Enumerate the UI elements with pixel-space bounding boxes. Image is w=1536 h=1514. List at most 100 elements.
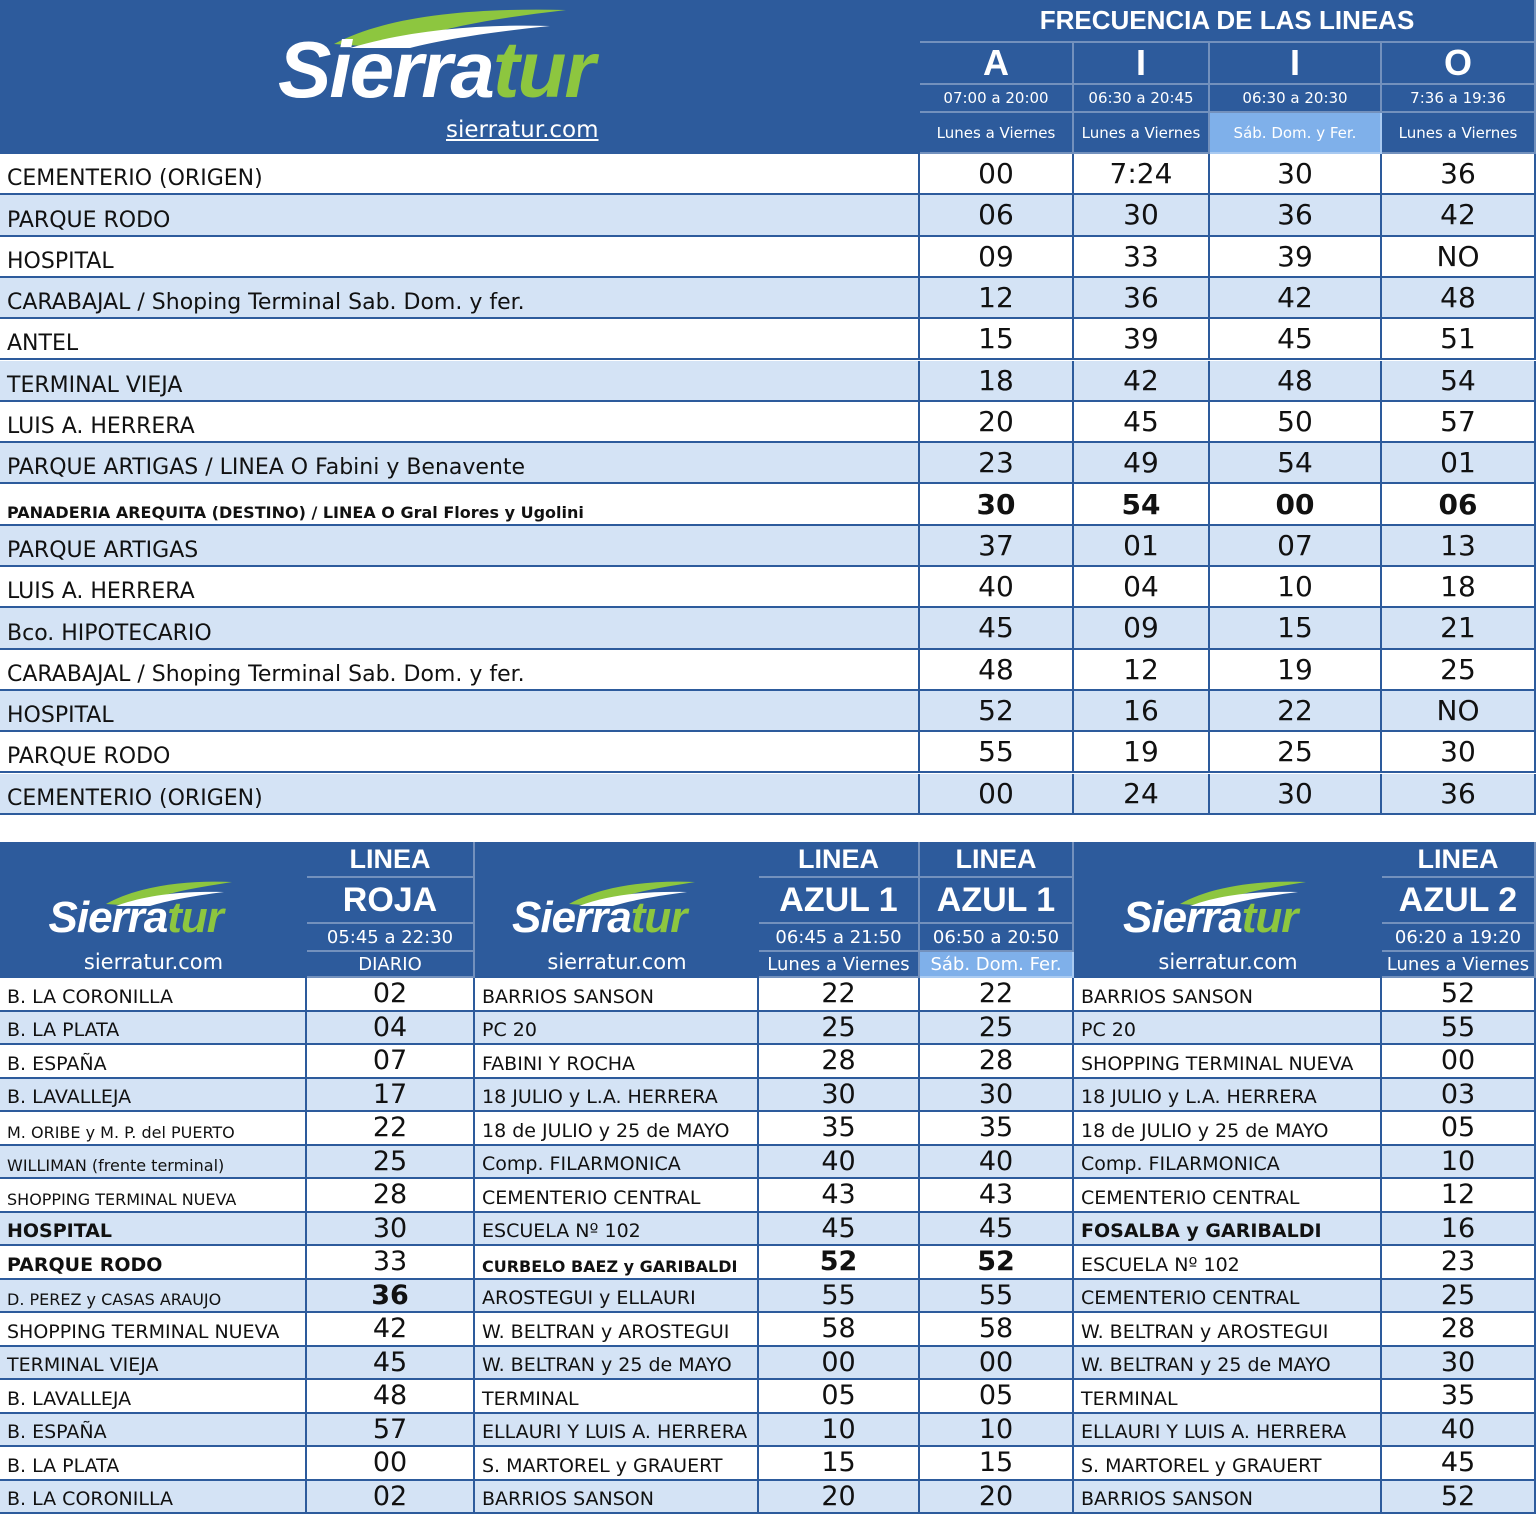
time-cell: 09 <box>920 236 1074 278</box>
roja-line-name: ROJA <box>307 878 475 924</box>
table-row: HOSPITAL 52 16 22 NO <box>0 690 1536 733</box>
time-cell: 25 <box>1210 732 1382 774</box>
time-cell: 7:24 <box>1074 154 1210 196</box>
stop-name: PARQUE ARTIGAS <box>0 525 920 567</box>
time-cell: 12 <box>920 277 1074 320</box>
azul1-line-word: LINEA <box>759 842 920 878</box>
azul1-stop-name: BARRIOS SANSON <box>475 1480 759 1514</box>
azul1-time-weekday: 40 <box>759 1145 920 1179</box>
time-cell: 39 <box>1210 236 1382 278</box>
line-days: Lunes a Viernes <box>920 113 1074 154</box>
logo-wordmark: Sierratur <box>278 25 596 114</box>
azul1-time-weekday: 58 <box>759 1313 920 1347</box>
roja-stop-name: B. LA PLATA <box>0 1447 307 1481</box>
azul1-time-weekend: 35 <box>920 1112 1074 1146</box>
stop-name: PARQUE RODO <box>0 732 920 774</box>
time-cell: 36 <box>1382 773 1536 815</box>
logo-swoosh-icon <box>1180 881 1306 906</box>
table-row: TERMINAL VIEJA 18 42 48 54 <box>0 360 1536 402</box>
azul1-time-weekday: 28 <box>759 1045 920 1079</box>
stop-name: HOSPITAL <box>0 690 920 733</box>
time-cell: 07 <box>1210 525 1382 567</box>
roja-stop-name: B. ESPAÑA <box>0 1045 307 1079</box>
stop-name: CARABAJAL / Shoping Terminal Sab. Dom. y… <box>0 277 920 320</box>
time-cell: 33 <box>1074 236 1210 278</box>
roja-hours: 05:45 a 22:30 <box>307 924 475 952</box>
time-cell: 30 <box>1210 773 1382 815</box>
line-hours: 06:30 a 20:30 <box>1210 85 1382 113</box>
time-cell: 40 <box>920 567 1074 609</box>
logo-word-tur: tur <box>1241 893 1299 942</box>
time-cell: 45 <box>920 608 1074 650</box>
azul1-time-weekend: 52 <box>920 1246 1074 1280</box>
table-row: SHOPPING TERMINAL NUEVA 28 CEMENTERIO CENT… <box>0 1179 1536 1213</box>
azul2-stop-name: TERMINAL <box>1074 1380 1382 1414</box>
azul1-time-weekday: 10 <box>759 1413 920 1447</box>
time-cell: NO <box>1382 690 1536 733</box>
roja-time: 04 <box>307 1011 475 1045</box>
time-cell: 54 <box>1382 360 1536 402</box>
roja-time: 22 <box>307 1112 475 1146</box>
azul1-time-weekday: 30 <box>759 1078 920 1112</box>
time-cell: 54 <box>1210 443 1382 485</box>
azul2-hours: 06:20 a 19:20 <box>1382 924 1536 952</box>
azul1-stop-name: ESCUELA Nº 102 <box>475 1212 759 1246</box>
table-row: B. ESPAÑA 57 ELLAURI Y LUIS A. HERRERA 10 10… <box>0 1413 1536 1447</box>
logo-word-sierra: Sierra <box>48 893 169 942</box>
time-cell: 15 <box>1210 608 1382 650</box>
logo-url-link[interactable]: sierratur.com <box>446 117 599 143</box>
time-cell: 37 <box>920 525 1074 567</box>
stop-name: HOSPITAL <box>0 236 920 278</box>
time-cell: 30 <box>1210 154 1382 196</box>
time-cell: 18 <box>1382 567 1536 609</box>
stop-name: CARABAJAL / Shoping Terminal Sab. Dom. y… <box>0 649 920 691</box>
time-cell: 51 <box>1382 319 1536 361</box>
roja-stop-name: WILLIMAN (frente terminal) <box>0 1145 307 1179</box>
time-cell: 13 <box>1382 525 1536 567</box>
azul1-logo-header: Sierratur sierratur.com <box>475 842 759 978</box>
roja-stop-name: HOSPITAL <box>0 1212 307 1246</box>
roja-line-word: LINEA <box>307 842 475 878</box>
time-cell: 49 <box>1074 443 1210 485</box>
logo-word-tur: tur <box>492 25 596 114</box>
time-cell: 22 <box>1210 690 1382 733</box>
stop-name: PARQUE ARTIGAS / LINEA O Fabini y Benave… <box>0 443 920 485</box>
azul1-stop-name: W. BELTRAN y 25 de MAYO <box>475 1346 759 1380</box>
azul1-stop-name: BARRIOS SANSON <box>475 978 759 1012</box>
frequency-title: FRECUENCIA DE LAS LINEAS <box>920 0 1536 43</box>
azul2-stop-name: SHOPPING TERMINAL NUEVA <box>1074 1045 1382 1079</box>
roja-time: 00 <box>307 1447 475 1481</box>
azul2-time: 03 <box>1382 1078 1536 1112</box>
azul2-stop-name: ESCUELA Nº 102 <box>1074 1246 1382 1280</box>
line-hours: 07:00 a 20:00 <box>920 85 1074 113</box>
logo-url-link[interactable]: sierratur.com <box>1158 950 1298 974</box>
roja-time: 02 <box>307 978 475 1012</box>
time-cell: 01 <box>1382 443 1536 485</box>
line-days: Lunes a Viernes <box>1074 113 1210 154</box>
time-cell: 09 <box>1074 608 1210 650</box>
table-row: B. LA CORONILLA 02 BARRIOS SANSON 22 22 BARRI… <box>0 978 1536 1012</box>
time-cell: 39 <box>1074 319 1210 361</box>
roja-stop-name: SHOPPING TERMINAL NUEVA <box>0 1179 307 1213</box>
logo-url-link[interactable]: sierratur.com <box>83 950 224 974</box>
azul2-days: Lunes a Viernes <box>1382 952 1536 978</box>
time-cell: 19 <box>1210 649 1382 691</box>
time-cell: 00 <box>920 154 1074 196</box>
time-cell: NO <box>1382 236 1536 278</box>
logo-url-link[interactable]: sierratur.com <box>547 950 687 974</box>
table-row: CARABAJAL / Shoping Terminal Sab. Dom. y… <box>0 649 1536 691</box>
table-row: CEMENTERIO (ORIGEN) 00 24 30 36 <box>0 773 1536 815</box>
time-cell: 01 <box>1074 525 1210 567</box>
time-cell: 15 <box>920 319 1074 361</box>
time-cell: 48 <box>920 649 1074 691</box>
stop-name: PANADERIA AREQUITA (DESTINO) / LINEA O G… <box>0 484 920 526</box>
roja-time: 30 <box>307 1212 475 1246</box>
table-row: M. ORIBE y M. P. del PUERTO 22 18 de JULIO… <box>0 1112 1536 1146</box>
azul1-stop-name: S. MARTOREL y GRAUERT <box>475 1447 759 1481</box>
table-row: B. LA CORONILLA 02 BARRIOS SANSON 20 20 BARRI… <box>0 1480 1536 1514</box>
time-cell: 10 <box>1210 567 1382 609</box>
roja-logo-header: Sierratur sierratur.com <box>0 842 307 978</box>
azul2-stop-name: CEMENTERIO CENTRAL <box>1074 1279 1382 1313</box>
roja-time: 57 <box>307 1413 475 1447</box>
azul2-time: 35 <box>1382 1380 1536 1414</box>
